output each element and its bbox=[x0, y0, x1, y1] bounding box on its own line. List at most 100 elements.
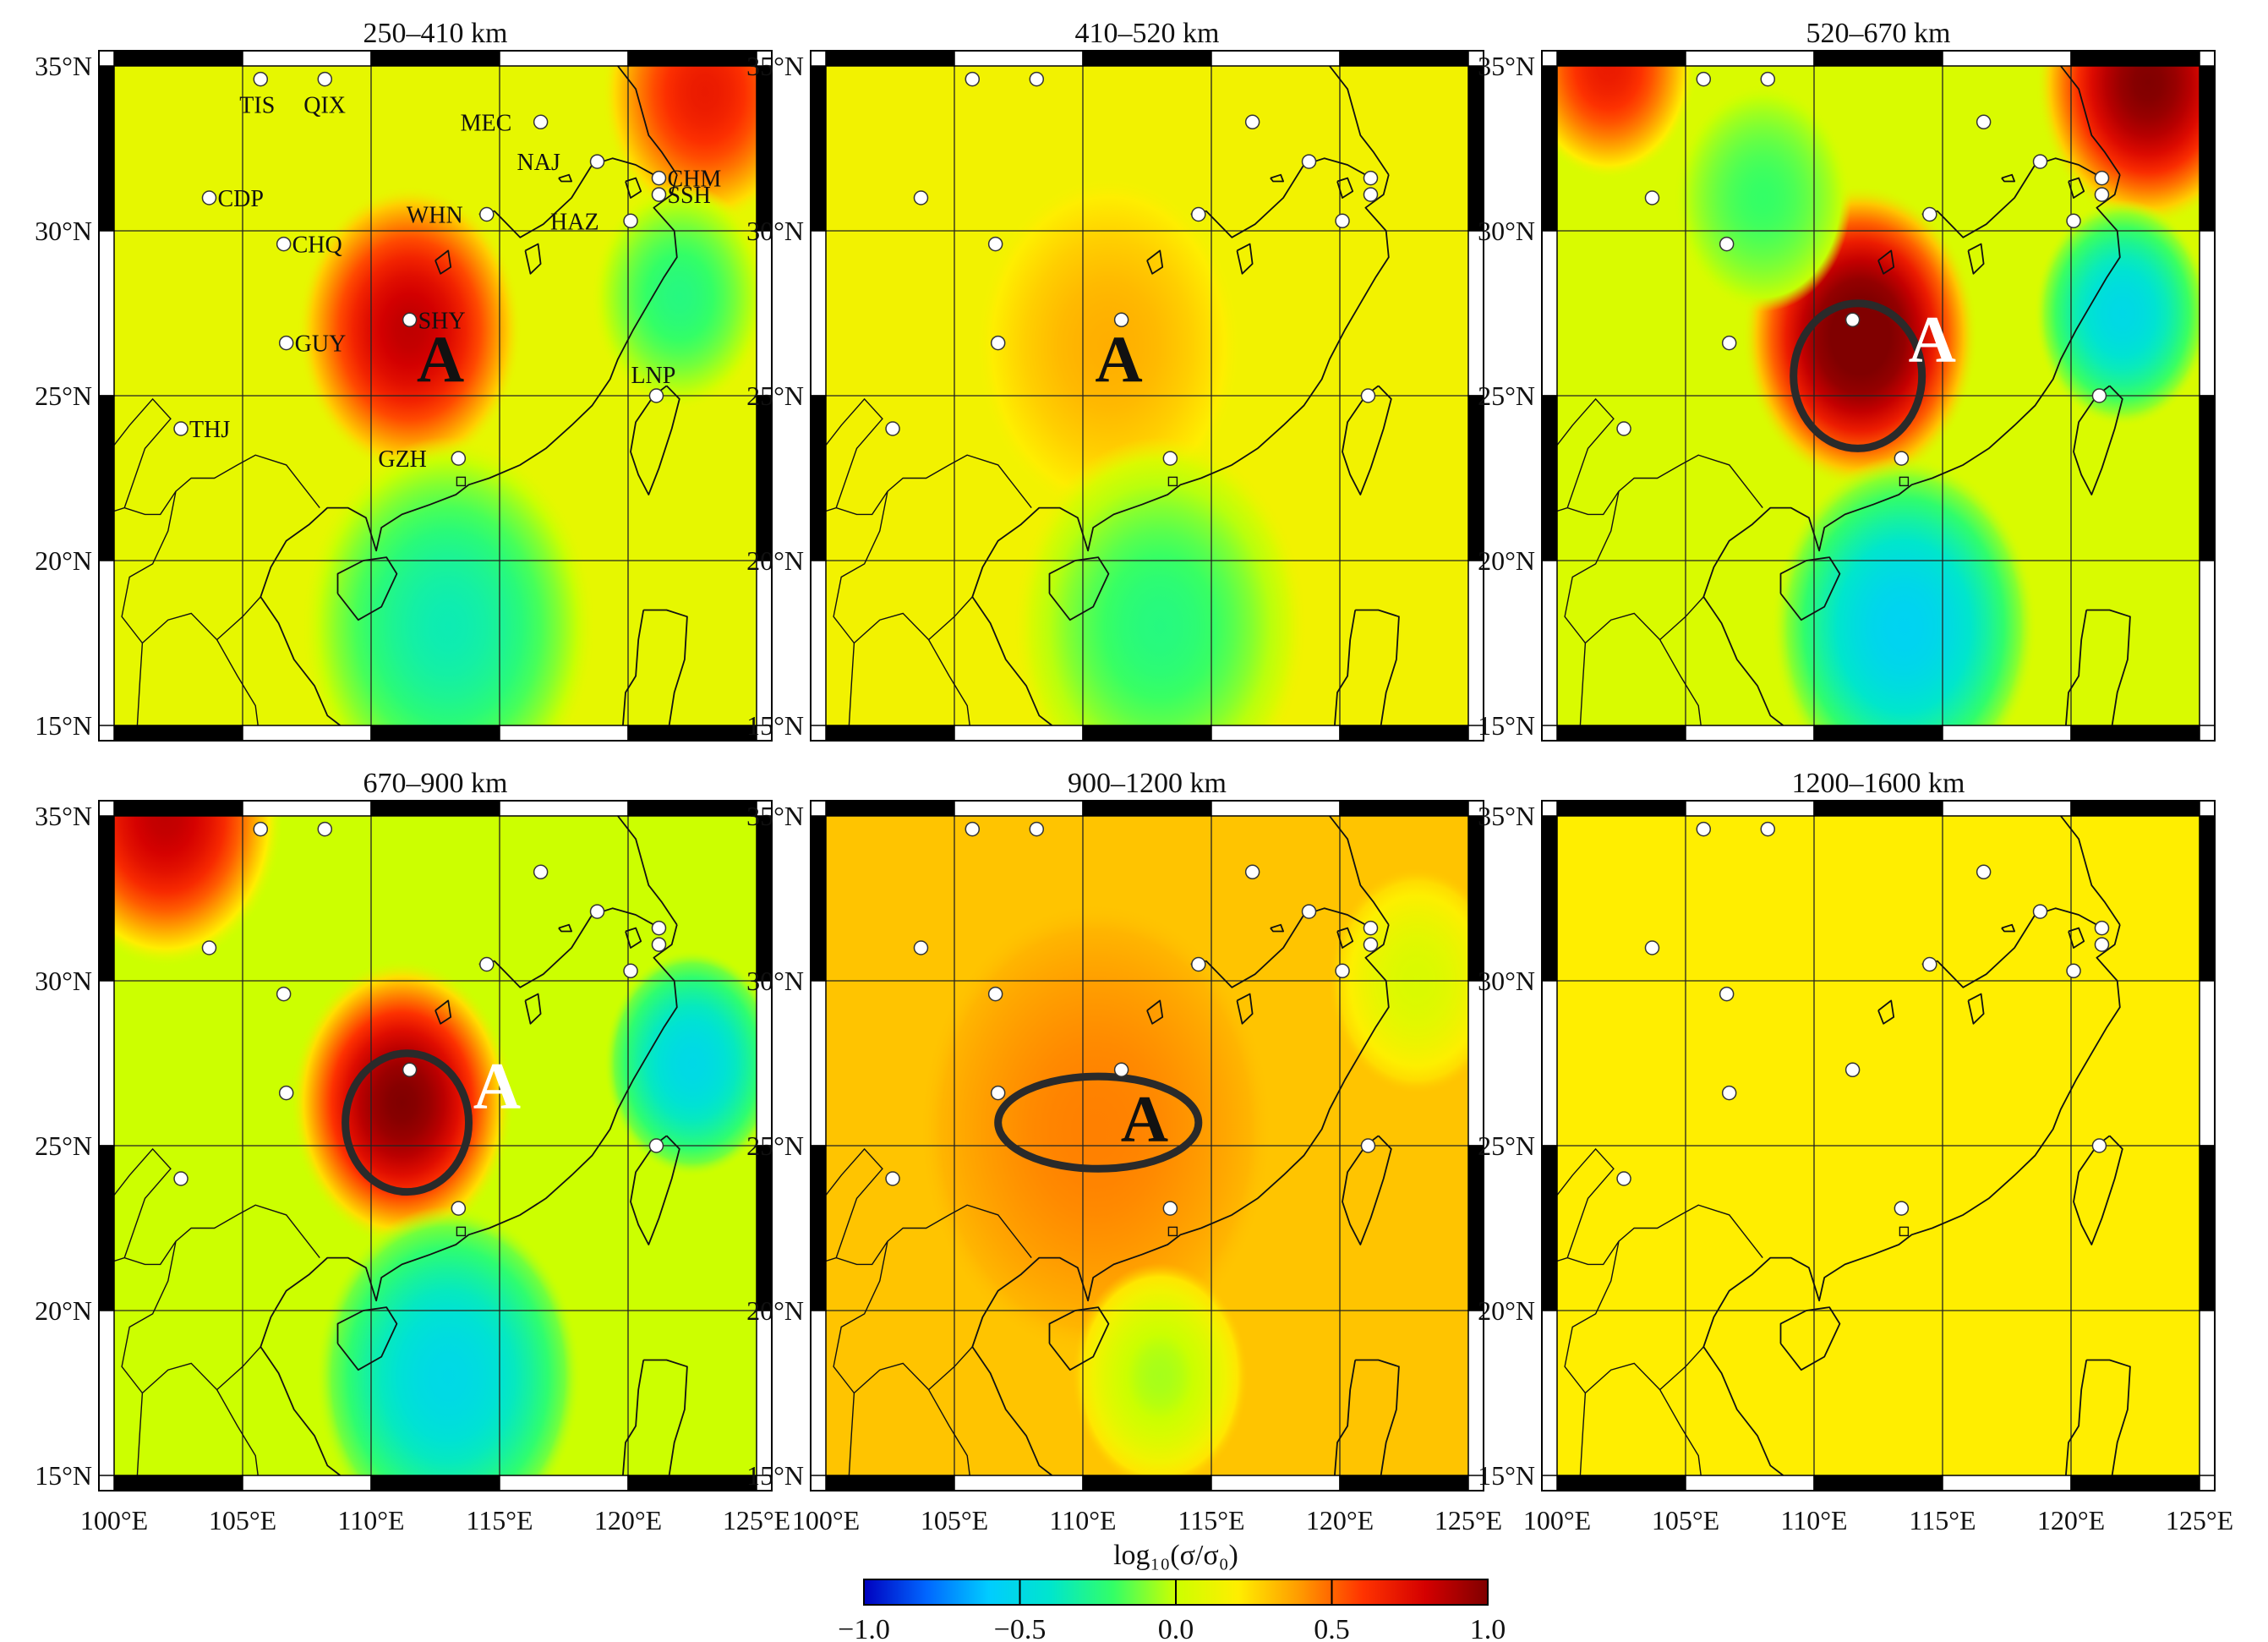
lon-tick-label: 100°E bbox=[792, 1505, 860, 1535]
station-marker bbox=[479, 206, 495, 222]
frame-segment bbox=[1467, 1145, 1484, 1311]
frame-segment bbox=[98, 1145, 115, 1311]
station-marker bbox=[1760, 71, 1776, 87]
frame-segment bbox=[1942, 800, 2072, 817]
frame-segment bbox=[1467, 1310, 1484, 1476]
colorbar-label: log₁₀(σ/σ₀) bbox=[1113, 1540, 1238, 1571]
frame-segment bbox=[756, 1310, 773, 1476]
country-border bbox=[1564, 490, 1702, 725]
station-marker bbox=[589, 904, 605, 919]
coastline bbox=[2001, 923, 2015, 933]
panel-title: 670–900 km bbox=[363, 768, 508, 799]
coastline bbox=[260, 66, 678, 725]
hong-kong-marker bbox=[456, 1226, 467, 1237]
lat-tick-label: 20°N bbox=[746, 1295, 804, 1326]
lon-tick-label: 125°E bbox=[2166, 1505, 2233, 1535]
frame-segment bbox=[810, 815, 827, 982]
station-marker bbox=[317, 71, 333, 87]
station-marker bbox=[2094, 187, 2110, 202]
coastline bbox=[622, 1360, 645, 1475]
conductivity-anomaly bbox=[1771, 456, 2037, 725]
frame-segment bbox=[1339, 725, 1469, 742]
station-marker bbox=[651, 920, 667, 936]
country-border bbox=[114, 1204, 320, 1266]
frame-segment bbox=[370, 1475, 500, 1491]
country-border bbox=[216, 596, 261, 641]
frame-segment bbox=[370, 725, 500, 742]
map-panel: 670–900 km A 35°N 30°N 25°N 20°N 15°N 100°E 105°… bbox=[35, 768, 790, 1535]
station-marker bbox=[1335, 213, 1350, 229]
lat-tick-label: 35°N bbox=[746, 801, 804, 831]
frame-segment bbox=[756, 230, 773, 397]
country-border bbox=[1564, 1240, 1702, 1475]
country-border bbox=[1579, 643, 1587, 725]
conductivity-anomaly bbox=[1674, 84, 1852, 312]
frame-segment bbox=[810, 560, 827, 726]
frame-border bbox=[98, 50, 773, 742]
station-label: CHM bbox=[667, 167, 721, 193]
conductivity-anomaly bbox=[289, 958, 515, 1247]
frame-segment bbox=[1467, 815, 1484, 982]
frame-border bbox=[810, 50, 1484, 742]
station-marker bbox=[1844, 1062, 1861, 1078]
station-marker bbox=[253, 71, 269, 87]
frame-segment bbox=[2199, 980, 2216, 1147]
map-frame bbox=[1541, 50, 2216, 742]
frame-segment bbox=[1541, 395, 1558, 561]
colorbar-tick-label: −1.0 bbox=[838, 1614, 890, 1642]
station-marker bbox=[987, 236, 1003, 252]
station-marker bbox=[913, 190, 929, 205]
lat-tick-label: 25°N bbox=[1478, 380, 1535, 411]
country-border bbox=[848, 643, 855, 725]
conductivity-field: A bbox=[114, 816, 757, 1475]
frame-segment bbox=[98, 815, 115, 982]
station-marker bbox=[451, 1201, 467, 1216]
anomaly-label: A bbox=[1095, 322, 1142, 396]
station-marker bbox=[965, 71, 981, 87]
coastline bbox=[2073, 385, 2123, 495]
country-border bbox=[826, 1147, 883, 1258]
frame-segment bbox=[113, 50, 243, 67]
frame-segment bbox=[825, 1475, 955, 1491]
station-marker bbox=[1721, 335, 1737, 351]
map-panel: 1200–1600 km 35°N 30°N 25°N 20°N 15°N 100°E 105… bbox=[1478, 768, 2233, 1535]
station-label: NAJ bbox=[517, 150, 560, 176]
map-frame bbox=[810, 50, 1484, 742]
station-marker bbox=[533, 114, 549, 130]
frame-segment bbox=[499, 1475, 629, 1491]
frame-segment bbox=[810, 230, 827, 397]
frame-segment bbox=[2070, 1475, 2200, 1491]
panel-title: 900–1200 km bbox=[1068, 768, 1227, 799]
station-marker bbox=[1616, 1171, 1631, 1186]
coastline bbox=[2073, 1135, 2123, 1245]
frame-segment bbox=[1211, 800, 1341, 817]
frame-segment bbox=[1339, 1475, 1469, 1491]
conductivity-field: A bbox=[826, 816, 1468, 1475]
frame-segment bbox=[370, 800, 500, 817]
country-border bbox=[1557, 397, 1615, 508]
country-border bbox=[114, 1147, 172, 1258]
lat-tick-label: 35°N bbox=[35, 801, 92, 831]
frame-segment bbox=[825, 800, 955, 817]
frame-segment bbox=[1467, 560, 1484, 726]
country-border bbox=[826, 1204, 1032, 1266]
station-marker bbox=[987, 986, 1003, 1002]
map-panel: 520–670 km A 35°N 30°N 25°N 20°N 15°N bbox=[1478, 18, 2216, 742]
frame-segment bbox=[1467, 395, 1484, 561]
frame-segment bbox=[242, 725, 372, 742]
frame-segment bbox=[1467, 230, 1484, 397]
anomaly-label: A bbox=[1909, 302, 1956, 375]
station-marker bbox=[913, 940, 929, 955]
frame-segment bbox=[756, 1145, 773, 1311]
frame-segment bbox=[1685, 50, 1815, 67]
station-marker bbox=[1363, 170, 1379, 186]
panel-title: 1200–1600 km bbox=[1792, 768, 1965, 799]
station-marker bbox=[1113, 312, 1129, 328]
lon-tick-label: 110°E bbox=[337, 1505, 404, 1535]
frame-segment bbox=[1541, 560, 1558, 726]
lon-tick-label: 105°E bbox=[209, 1505, 276, 1535]
station-marker bbox=[1335, 963, 1350, 979]
coastline bbox=[1270, 173, 1284, 183]
frame-segment bbox=[1556, 50, 1686, 67]
station-marker bbox=[276, 986, 292, 1002]
